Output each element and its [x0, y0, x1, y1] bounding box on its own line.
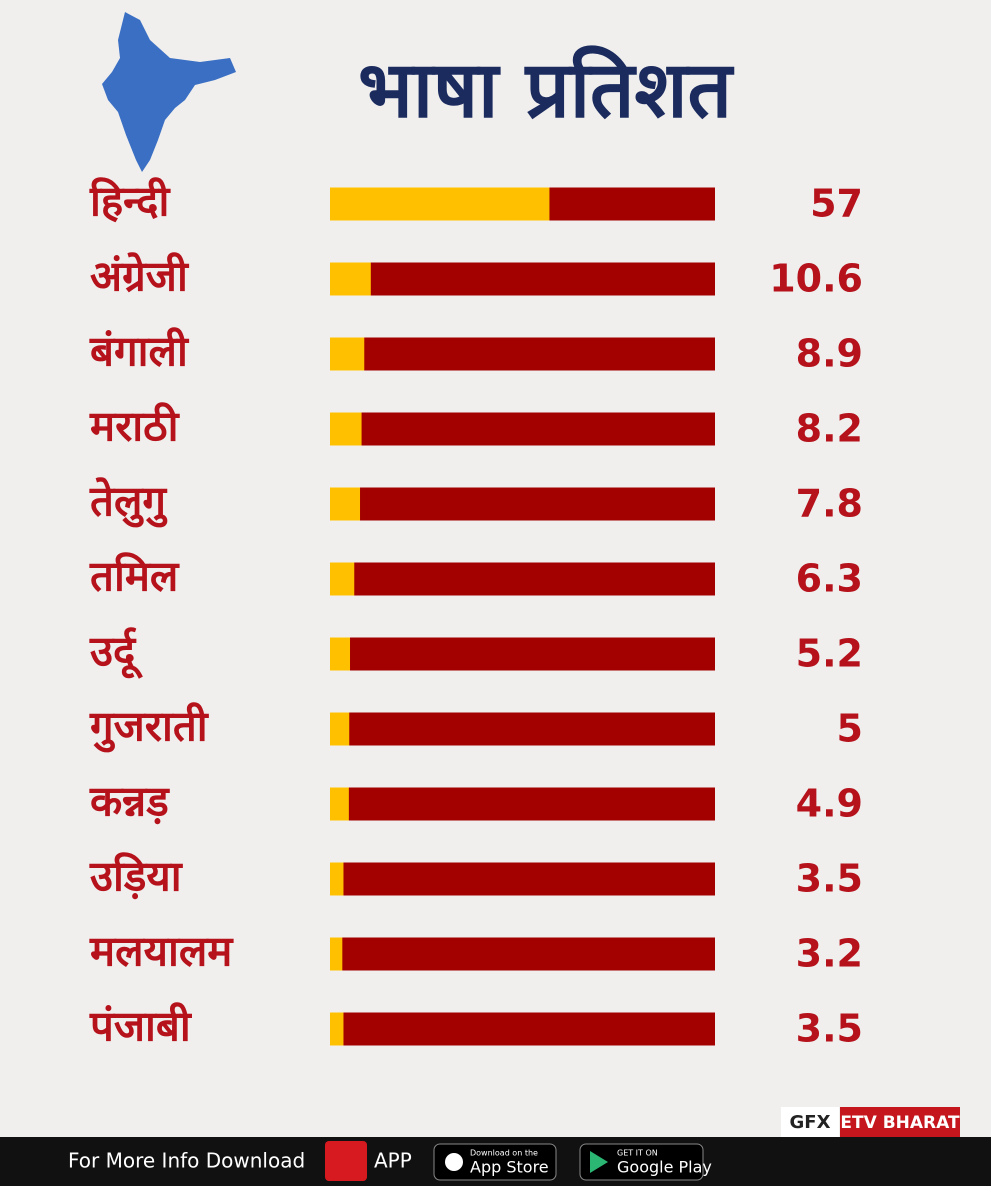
value-label: 6.3 — [796, 557, 863, 601]
value-label: 10.6 — [769, 257, 863, 301]
bar-track — [330, 637, 715, 671]
play-icon — [590, 1151, 608, 1173]
credit-box — [781, 1107, 839, 1137]
map-shape — [102, 12, 236, 172]
brand: ETV BHARAT — [840, 1113, 960, 1133]
download-text: For More Info Download — [68, 1149, 305, 1173]
bar-track — [330, 262, 715, 296]
bar-track — [330, 487, 715, 521]
bar-track — [330, 712, 715, 746]
category-label: उर्दू — [89, 627, 143, 680]
app-text: APP — [374, 1149, 412, 1173]
value-label: 8.9 — [796, 332, 863, 376]
category-label: हिन्दी — [89, 177, 171, 226]
app-store-big: App Store — [470, 1158, 549, 1177]
app-store-small: Download on the — [470, 1149, 538, 1158]
value-label: 4.9 — [796, 782, 863, 826]
bar — [330, 1012, 344, 1046]
bar-track — [330, 862, 715, 896]
value-label: 3.2 — [796, 932, 863, 976]
chart-title: भाषा प्रतिशत — [358, 44, 735, 135]
bar — [330, 862, 344, 896]
bar-track — [330, 1012, 715, 1046]
value-label: 3.5 — [796, 857, 863, 901]
bar — [330, 637, 351, 671]
bar — [330, 712, 350, 746]
bar — [330, 562, 355, 596]
category-label: उड़िया — [89, 852, 184, 901]
google-play-button[interactable] — [579, 1143, 704, 1181]
bar — [330, 412, 362, 446]
bar — [330, 337, 365, 371]
category-label: कन्नड़ — [89, 777, 170, 826]
value-label: 5.2 — [796, 632, 863, 676]
app-store-button[interactable] — [433, 1143, 557, 1181]
category-label: पंजाबी — [89, 1002, 193, 1051]
bar — [330, 937, 343, 971]
google-play-small: GET IT ON — [617, 1149, 658, 1158]
value-label: 3.5 — [796, 1007, 863, 1051]
category-label: मराठी — [89, 402, 181, 451]
value-label: 7.8 — [796, 482, 863, 526]
bar-track — [330, 937, 715, 971]
bar-track — [330, 562, 715, 596]
category-label: गुजराती — [89, 702, 210, 753]
google-play-big: Google Play — [617, 1158, 712, 1177]
bar-track — [330, 337, 715, 371]
bars: हिन्दी 57 अंग्रेजी 10.6 बंगाली 8.9 मराठी 8.2 तेल… — [89, 177, 863, 1051]
bar — [330, 787, 349, 821]
india-map-icon — [102, 12, 236, 172]
bar — [330, 262, 371, 296]
category-label: बंगाली — [89, 327, 190, 376]
brand-box — [840, 1107, 960, 1137]
value-label: 5 — [837, 707, 863, 751]
bar-track — [330, 787, 715, 821]
bar — [330, 487, 361, 521]
category-label: अंग्रेजी — [90, 252, 190, 301]
value-label: 57 — [810, 182, 863, 226]
apple-icon — [445, 1153, 463, 1171]
etv-logo — [325, 1141, 367, 1181]
bar-track — [330, 412, 715, 446]
category-label: तेलुगु — [89, 477, 168, 528]
bar — [330, 187, 550, 221]
category-label: तमिल — [89, 552, 180, 601]
category-label: मलयालम — [89, 927, 234, 976]
credit: GFX — [790, 1112, 831, 1133]
value-label: 8.2 — [796, 407, 863, 451]
